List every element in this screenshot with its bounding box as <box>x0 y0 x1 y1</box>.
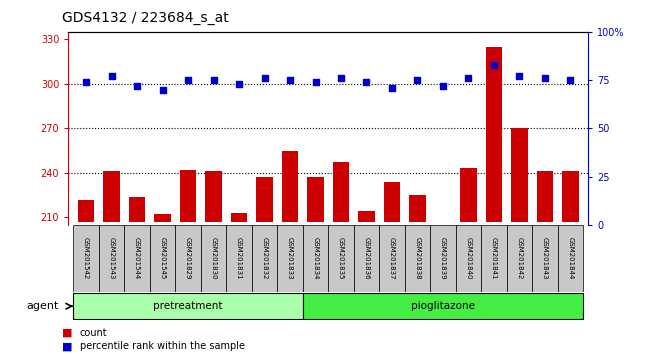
Point <box>234 81 244 87</box>
Bar <box>176 225 201 292</box>
Bar <box>405 225 430 292</box>
Point <box>310 79 320 85</box>
Text: GSM201833: GSM201833 <box>287 237 293 280</box>
Text: GSM201543: GSM201543 <box>109 237 114 280</box>
Bar <box>73 225 99 292</box>
Point <box>566 77 576 83</box>
Point <box>540 75 550 81</box>
Point <box>183 77 193 83</box>
Point <box>132 83 142 89</box>
Bar <box>384 182 400 222</box>
Bar <box>333 162 349 222</box>
Text: GSM201839: GSM201839 <box>440 237 446 280</box>
Point <box>463 75 474 81</box>
Point <box>81 79 91 85</box>
Text: ■: ■ <box>62 328 72 338</box>
Text: count: count <box>80 328 108 338</box>
Point <box>514 73 525 79</box>
Bar <box>379 225 405 292</box>
Bar <box>154 215 171 222</box>
Bar <box>99 225 124 292</box>
Bar <box>558 225 583 292</box>
Bar <box>278 225 303 292</box>
Text: GSM201829: GSM201829 <box>185 237 191 280</box>
Text: pioglitazone: pioglitazone <box>411 301 475 311</box>
Bar <box>150 225 176 292</box>
Bar <box>78 200 94 222</box>
Bar <box>328 225 354 292</box>
Bar <box>507 225 532 292</box>
Point <box>336 75 346 81</box>
Point <box>209 77 219 83</box>
Text: GSM201545: GSM201545 <box>159 237 166 280</box>
Text: GSM201837: GSM201837 <box>389 237 395 280</box>
Bar <box>256 177 273 222</box>
Text: ■: ■ <box>62 341 72 351</box>
Point <box>412 77 423 83</box>
Text: GSM201831: GSM201831 <box>236 237 242 280</box>
Bar <box>226 225 252 292</box>
Bar <box>303 293 583 319</box>
Text: GSM201840: GSM201840 <box>465 237 471 280</box>
Bar <box>307 177 324 222</box>
Point <box>489 62 499 68</box>
Text: GSM201841: GSM201841 <box>491 237 497 280</box>
Bar <box>410 195 426 222</box>
Bar <box>201 225 226 292</box>
Point <box>107 73 117 79</box>
Bar <box>205 171 222 222</box>
Text: GSM201835: GSM201835 <box>338 237 344 280</box>
Bar <box>511 128 528 222</box>
Point <box>157 87 168 93</box>
Bar <box>481 225 507 292</box>
Bar <box>354 225 379 292</box>
Text: GSM201838: GSM201838 <box>415 237 421 280</box>
Text: GSM201832: GSM201832 <box>261 237 268 280</box>
Text: agent: agent <box>26 301 58 311</box>
Bar <box>358 211 375 222</box>
Bar <box>537 171 553 222</box>
Bar <box>562 171 578 222</box>
Point <box>259 75 270 81</box>
Text: GSM201836: GSM201836 <box>363 237 369 280</box>
Text: pretreatment: pretreatment <box>153 301 223 311</box>
Bar <box>252 225 278 292</box>
Text: percentile rank within the sample: percentile rank within the sample <box>80 341 245 351</box>
Bar <box>456 225 481 292</box>
Point <box>437 83 448 89</box>
Text: GSM201834: GSM201834 <box>313 237 318 280</box>
Bar <box>124 225 150 292</box>
Text: GSM201842: GSM201842 <box>517 237 523 280</box>
Bar <box>303 225 328 292</box>
Text: GSM201830: GSM201830 <box>211 237 216 280</box>
Bar <box>103 171 120 222</box>
Text: GSM201843: GSM201843 <box>542 237 548 280</box>
Text: GDS4132 / 223684_s_at: GDS4132 / 223684_s_at <box>62 11 229 25</box>
Bar <box>281 150 298 222</box>
Bar <box>430 225 456 292</box>
Bar <box>231 213 247 222</box>
Point <box>387 85 397 91</box>
Bar <box>460 169 476 222</box>
Text: GSM201544: GSM201544 <box>134 237 140 280</box>
Point <box>361 79 372 85</box>
Bar <box>486 47 502 222</box>
Text: GSM201542: GSM201542 <box>83 237 89 280</box>
Bar <box>129 196 146 222</box>
Point <box>285 77 295 83</box>
Bar <box>73 293 303 319</box>
Text: GSM201844: GSM201844 <box>567 237 573 280</box>
Bar <box>180 170 196 222</box>
Bar <box>532 225 558 292</box>
